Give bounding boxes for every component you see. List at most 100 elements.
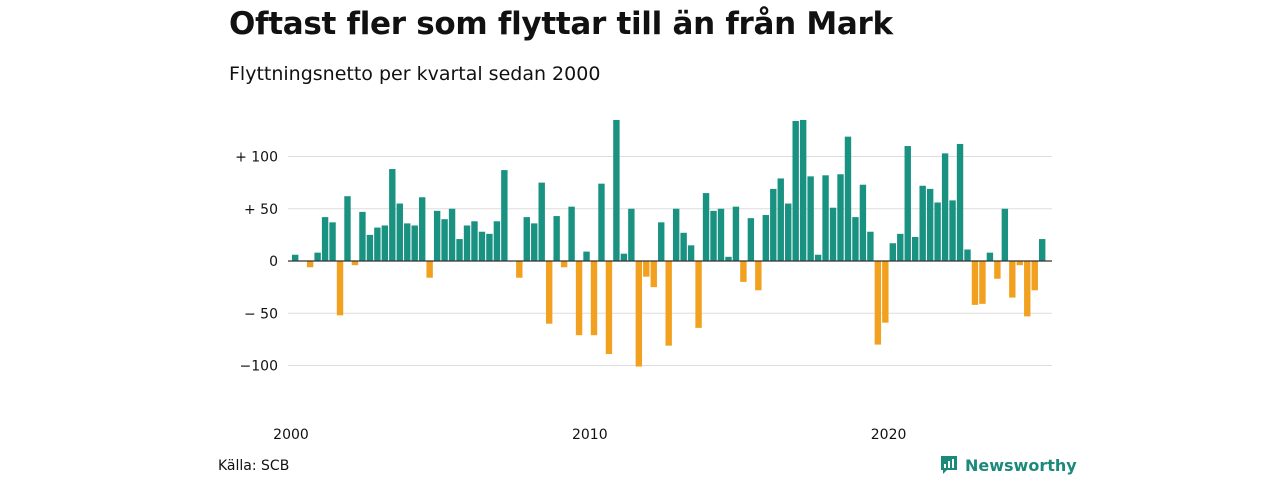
chart-title: Oftast fler som flyttar till än från Mar… [229,6,893,42]
bar-2021K2 [926,188,934,261]
bar-2006K4 [493,221,501,261]
bar-2018K1 [829,207,837,261]
bar-2019K3 [874,261,882,345]
bar-2019K2 [867,231,874,261]
newsworthy-logo-icon [941,456,957,474]
bar-2021K4 [941,153,949,261]
bar-2018K4 [852,217,859,261]
bar-2023K1 [979,261,986,304]
bar-2013K2 [687,245,695,261]
bar-2012K3 [665,261,672,346]
bar-2015K4 [762,215,770,261]
bar-2005K4 [463,225,471,261]
bar-2023K3 [994,261,1001,279]
brand-logo[interactable]: Newsworthy [939,455,1077,475]
bar-2007K4 [523,217,530,261]
bar-2015K3 [755,261,762,291]
bar-2013K1 [680,232,687,261]
x-tick-label: 2010 [572,427,608,443]
bar-2017K2 [807,176,814,261]
bar-2017K3 [814,254,822,261]
bar-2021K1 [919,185,926,261]
x-tick-label: 2000 [273,427,309,443]
bar-2014K4 [732,206,740,261]
bar-2009K1 [560,261,568,268]
bar-2011K3 [635,261,643,367]
bar-2007K3 [516,261,523,278]
bars [292,119,1046,367]
bar-2000K1 [292,254,299,261]
bar-2015K1 [740,261,747,282]
bar-2001K1 [321,217,329,261]
bar-2000K4 [314,252,321,261]
bar-2004K2 [418,197,426,261]
bar-2006K1 [471,221,478,261]
bar-2024K3 [1024,261,1031,317]
bar-2010K3 [605,261,613,354]
bar-2024K2 [1016,261,1023,266]
bar-2012K1 [650,261,657,288]
chart-subtitle: Flyttningsnetto per kvartal sedan 2000 [229,63,601,85]
bar-2011K1 [620,253,628,261]
brand-name: Newsworthy [965,455,1077,475]
bar-2013K3 [695,261,702,328]
bar-2019K4 [882,261,889,323]
bar-2011K4 [643,261,650,277]
bar-2016K2 [777,178,784,261]
y-tick-label: − 50 [244,306,278,322]
bar-2025K1 [1039,239,1046,262]
bar-2008K4 [553,216,560,261]
bar-2006K3 [486,233,493,261]
bar-2003K2 [389,169,396,261]
bar-2019K1 [859,184,867,261]
bar-2001K3 [336,261,344,316]
bar-2014K1 [710,210,717,261]
bar-2021K3 [934,202,941,261]
y-axis-ticks: + 100 + 50 0 − 50 −100 [235,150,278,375]
bar-2024K4 [1031,261,1038,291]
y-tick-label: + 100 [235,150,278,166]
bar-2012K4 [672,208,680,261]
bar-2020K2 [897,233,904,261]
bar-2017K1 [799,119,807,262]
bar-2023K4 [1001,208,1009,261]
bar-2006K2 [478,231,486,261]
y-tick-label: 0 [269,254,278,270]
bar-2015K2 [747,218,755,261]
bar-2012K2 [658,222,665,261]
bar-2002K3 [366,234,374,262]
bar-2011K2 [628,208,635,261]
bar-2004K4 [433,210,441,261]
y-tick-label: −100 [240,359,278,375]
x-axis-ticks: 2000 2010 2020 [273,427,906,443]
bar-2018K3 [844,136,852,261]
bar-2020K4 [912,236,919,261]
bar-2009K2 [568,206,575,261]
bar-2002K2 [359,211,366,261]
bar-2014K3 [725,256,732,261]
bar-2022K3 [964,249,971,261]
bar-2005K1 [441,219,448,261]
bar-2002K4 [374,227,381,261]
source-note: Källa: SCB [218,458,290,474]
bar-2022K2 [956,143,964,261]
bar-2014K2 [717,208,725,261]
bar-2000K3 [306,261,314,268]
bar-2013K4 [702,193,710,261]
bar-2005K3 [456,239,463,262]
bar-2016K4 [792,120,799,261]
bar-2003K1 [381,225,389,261]
bar-2008K2 [538,182,545,262]
bar-2022K4 [971,261,979,305]
bar-2004K3 [426,261,433,278]
x-tick-label: 2020 [871,427,907,443]
bar-2020K1 [889,243,896,262]
bar-2001K2 [329,222,336,261]
bar-2001K4 [344,196,351,261]
bar-2009K3 [575,261,583,336]
bar-2010K1 [590,261,598,336]
bar-2008K1 [531,223,538,261]
bar-2003K4 [404,223,411,261]
bar-2016K3 [785,203,792,261]
bar-2005K2 [448,208,456,261]
